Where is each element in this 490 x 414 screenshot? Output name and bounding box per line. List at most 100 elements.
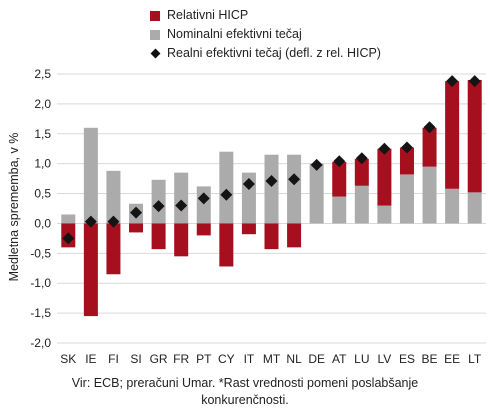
bar-nominal [332,196,347,224]
x-tick-label: FI [108,352,119,366]
x-tick-label: PT [196,352,212,366]
bar-nominal [83,127,98,224]
x-tick-label: DE [308,352,325,366]
x-tick-label: IE [85,352,96,366]
source-note-line-1: Vir: ECB; preračuni Umar. *Rast vrednost… [71,376,419,390]
y-tick-label: -0,5 [30,246,51,260]
y-tick-label: 0,5 [34,187,51,201]
marker-real [400,141,413,154]
marker-real [265,175,278,188]
legend-swatch-relative [150,10,160,21]
legend-item-nominal: Nominalni efektivni tečaj [150,25,381,44]
marker-real [84,215,97,228]
x-tick-label: CY [218,352,235,366]
y-tick-label: 1,0 [34,157,51,171]
bar-nominal [309,163,324,224]
y-tick-label: 2,5 [34,67,51,81]
y-tick-label: 2,0 [34,97,51,111]
bar-relative [174,223,189,257]
legend-item-real: Realni efektivni tečaj (defl. z rel. HIC… [150,44,381,63]
legend-diamond-icon [150,48,161,59]
legend-label-relative: Relativni HICP [167,8,249,22]
bar-relative [287,223,302,248]
marker-real [446,75,459,88]
bar-relative [445,81,460,189]
marker-real [107,215,120,228]
x-tick-label: LV [377,352,391,366]
bar-nominal [467,192,482,224]
legend-swatch-nominal [150,29,160,40]
bar-relative [377,148,392,206]
marker-real [310,158,323,171]
x-tick-label: ES [399,352,415,366]
marker-real [175,199,188,212]
bar-relative [219,223,234,267]
y-tick-label: 1,5 [34,127,51,141]
marker-real [62,232,75,245]
x-tick-label: AT [332,352,347,366]
bar-nominal [174,172,189,224]
marker-real [333,155,346,168]
bar-relative [151,223,166,250]
x-tick-label: MT [263,352,281,366]
marker-real [152,200,165,213]
y-tick-label: -1,5 [30,306,51,320]
bar-relative [264,223,279,250]
bar-nominal [422,166,437,224]
y-tick-label: -2,0 [30,336,51,350]
source-note-line-2: konkurenčnosti. [201,393,289,407]
source-note: Vir: ECB; preračuni Umar. *Rast vrednost… [0,375,490,409]
y-axis-ticks: -2,0 -1,5 -1,0 -0,5 0,0 0,5 1,0 1,5 2,0 2,5 [30,67,51,350]
bar-relative [241,223,256,235]
bar-nominal [354,185,369,224]
legend-item-relative: Relativni HICP [150,6,381,25]
bar-nominal [106,170,121,224]
bar-relative [106,223,121,275]
marker-real [423,121,436,134]
x-tick-label: NL [286,352,302,366]
x-tick-label: IT [244,352,255,366]
markers [62,75,481,245]
x-tick-label: GR [150,352,168,366]
x-tick-label: SK [60,352,76,366]
bar-relative [354,158,369,186]
bar-relative [422,127,437,167]
marker-real [242,177,255,190]
marker-real [355,152,368,165]
bar-relative [399,147,414,175]
y-tick-label: 0,0 [34,216,51,230]
bar-nominal [219,151,234,224]
x-tick-label: FR [173,352,189,366]
bar-relative [196,223,211,236]
marker-real [378,142,391,155]
y-tick-label: -1,0 [30,276,51,290]
bar-nominal [399,174,414,224]
legend-label-real: Realni efektivni tečaj (defl. z rel. HIC… [167,46,381,60]
bar-relative [467,79,482,193]
x-tick-label: SI [130,352,141,366]
legend-label-nominal: Nominalni efektivni tečaj [167,27,302,41]
legend: Relativni HICP Nominalni efektivni tečaj… [150,6,381,63]
marker-real [197,192,210,205]
bar-nominal [445,188,460,224]
bar-nominal [287,154,302,224]
bar-nominal [61,214,76,224]
marker-real [220,188,233,201]
y-axis-title: Medletna sprememba, v % [7,133,21,282]
x-tick-label: EE [444,352,460,366]
bar-relative [83,223,98,317]
x-tick-label: LT [468,352,482,366]
bar-relative [332,161,347,197]
bar-relative [129,223,144,233]
x-tick-label: BE [422,352,438,366]
bar-nominal [377,205,392,224]
x-axis-ticks: SK IE FI SI GR FR PT CY IT MT NL DE AT LU LV ES BE EE LT [60,352,482,366]
marker-real [288,173,301,186]
bar-nominal [196,186,211,224]
x-tick-label: LU [354,352,369,366]
marker-real [468,75,481,88]
bar-nominal [264,154,279,224]
bars [61,79,482,317]
marker-real [130,206,143,219]
